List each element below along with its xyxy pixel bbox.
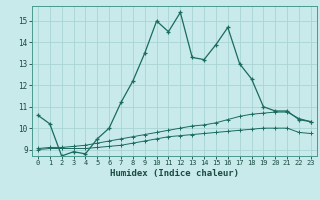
X-axis label: Humidex (Indice chaleur): Humidex (Indice chaleur) [110, 169, 239, 178]
